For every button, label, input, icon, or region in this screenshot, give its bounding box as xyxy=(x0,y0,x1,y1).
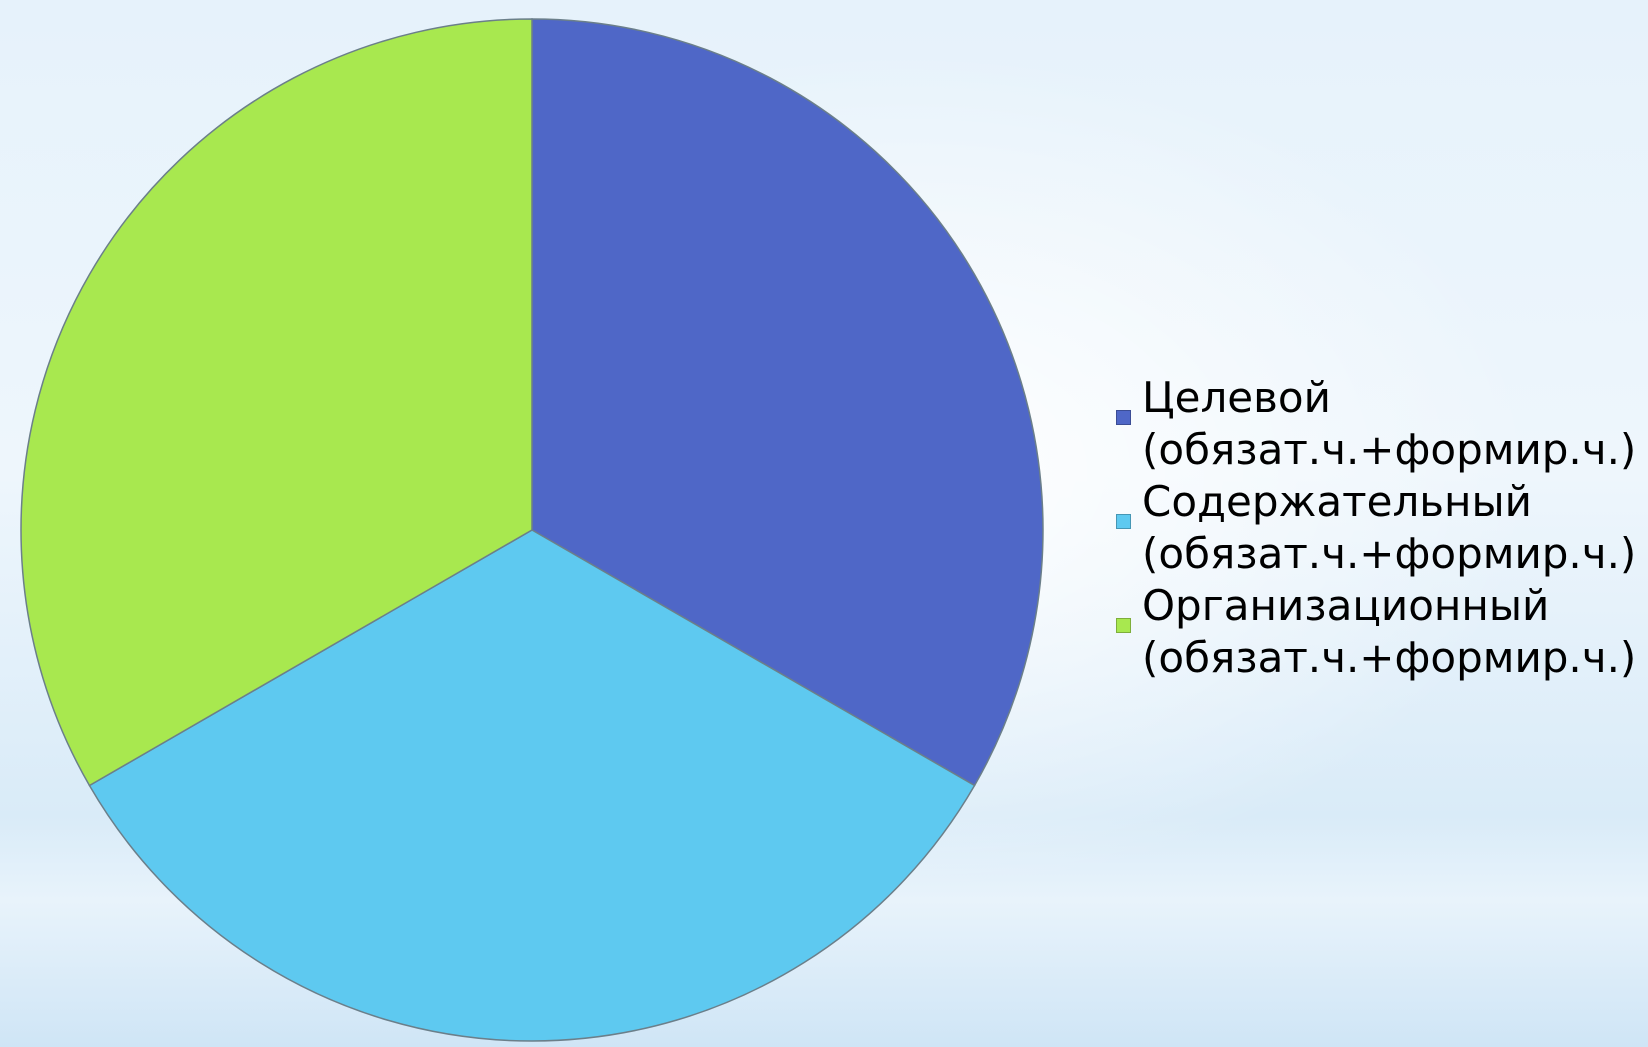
legend-label-line2: (обязат.ч.+формир.ч.) xyxy=(1142,529,1637,578)
legend-swatch-target xyxy=(1116,410,1131,425)
legend-item-organizational: Организационный (обязат.ч.+формир.ч.) xyxy=(1116,580,1636,684)
legend-swatch-organizational xyxy=(1116,618,1131,633)
legend-item-target: Целевой (обязат.ч.+формир.ч.) xyxy=(1116,372,1636,476)
legend-label-line1: Организационный xyxy=(1142,581,1550,630)
chart-legend: Целевой (обязат.ч.+формир.ч.) Содержател… xyxy=(1116,372,1636,684)
legend-label-line1: Содержательный xyxy=(1142,477,1532,526)
pie-slice-organizational xyxy=(20,18,533,787)
legend-swatch-content xyxy=(1116,514,1131,529)
pie-slices xyxy=(20,18,1044,1042)
legend-item-content: Содержательный (обязат.ч.+формир.ч.) xyxy=(1116,476,1636,580)
legend-label-line1: Целевой xyxy=(1142,373,1331,422)
pie-slice-content xyxy=(88,529,976,1042)
legend-label-line2: (обязат.ч.+формир.ч.) xyxy=(1142,425,1637,474)
pie-slice-target xyxy=(531,18,1044,787)
legend-label-line2: (обязат.ч.+формир.ч.) xyxy=(1142,633,1637,682)
